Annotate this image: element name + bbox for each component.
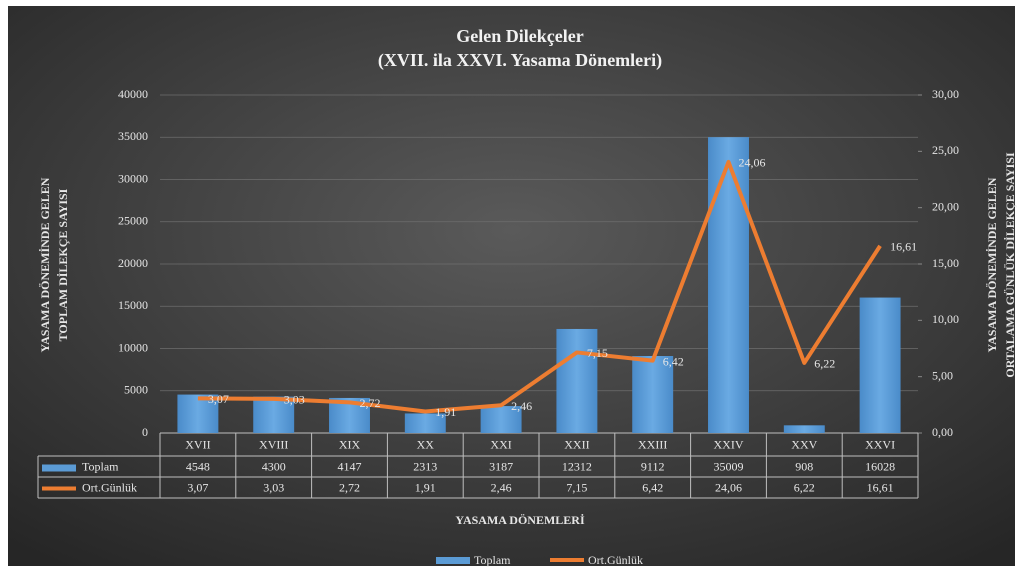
bar [404, 413, 446, 433]
line [197, 159, 882, 414]
y2-tick-label: 10,00 [932, 312, 959, 326]
data-label: 3,07 [208, 392, 229, 406]
table-cell: 2,46 [491, 480, 512, 494]
x-tick-label: XVII [185, 437, 210, 451]
bar [177, 394, 219, 433]
table-cell: 16028 [865, 459, 895, 473]
y-tick-label: 15000 [118, 298, 148, 312]
x-tick-label: XIX [339, 437, 361, 451]
table-cell: 16,61 [867, 480, 894, 494]
table-cell: 3187 [489, 459, 513, 473]
table-cell: 4300 [262, 459, 286, 473]
x-tick-label: XXI [490, 437, 511, 451]
chart-subtitle: (XVII. ila XXVI. Yasama Dönemleri) [378, 50, 662, 71]
bar [708, 137, 749, 433]
data-label: 6,22 [814, 357, 835, 371]
table-legend-key [42, 464, 76, 472]
table-cell: 908 [795, 459, 813, 473]
x-axis-title: YASAMA DÖNEMLERİ [455, 513, 585, 527]
legend-key [436, 557, 470, 564]
bar [480, 406, 522, 433]
data-label: 2,46 [511, 399, 532, 413]
bar [253, 396, 295, 433]
y-tick-label: 0 [142, 425, 148, 439]
y-tick-label: 40000 [118, 87, 148, 101]
y2-tick-label: 0,00 [932, 425, 953, 439]
x-tick-label: XVIII [259, 437, 288, 451]
y-tick-label: 10000 [118, 340, 148, 354]
y-tick-label: 25000 [118, 214, 148, 228]
y2-axis-title: ORTALAMA GÜNLÜK DİLEKÇE SAYISI [1003, 152, 1017, 378]
y-axis-title: YASAMA DÖNEMİNDE GELEN [38, 177, 52, 352]
table-row-header: Ort.Günlük [82, 480, 137, 494]
legend-label: Ort.Günlük [588, 553, 643, 567]
data-label: 6,42 [663, 354, 684, 368]
table-cell: 1,91 [415, 480, 436, 494]
table-cell: 2313 [413, 459, 437, 473]
chart-title: Gelen Dilekçeler [456, 26, 583, 46]
data-label: 24,06 [739, 156, 766, 170]
table-cell: 6,42 [642, 480, 663, 494]
y2-tick-label: 5,00 [932, 368, 953, 382]
y-axis-title: TOPLAM DİLEKÇE SAYISI [56, 188, 70, 341]
data-label: 7,15 [587, 346, 608, 360]
x-tick-label: XXIII [638, 437, 667, 451]
x-tick-label: XXII [564, 437, 589, 451]
table-cell: 24,06 [715, 480, 742, 494]
y2-tick-label: 30,00 [932, 87, 959, 101]
bar [632, 356, 674, 433]
table-row-header: Toplam [82, 459, 119, 473]
y-tick-label: 5000 [124, 383, 148, 397]
y2-axis-title: YASAMA DÖNEMİNDE GELEN [985, 177, 999, 352]
x-tick-label: XXV [791, 437, 817, 451]
y-tick-label: 20000 [118, 256, 148, 270]
table-cell: 6,22 [794, 480, 815, 494]
table-cell: 35009 [714, 459, 744, 473]
data-label: 16,61 [890, 240, 917, 254]
table-cell: 2,72 [339, 480, 360, 494]
table-cell: 3,03 [263, 480, 284, 494]
bar [859, 297, 901, 433]
table-cell: 12312 [562, 459, 592, 473]
y-tick-label: 30000 [118, 171, 148, 185]
table-cell: 4548 [186, 459, 210, 473]
data-label: 2,72 [360, 396, 381, 410]
data-label: 3,03 [284, 393, 305, 407]
table-cell: 9112 [641, 459, 665, 473]
x-tick-label: XX [417, 437, 435, 451]
table-cell: 4147 [338, 459, 362, 473]
y2-tick-label: 20,00 [932, 199, 959, 213]
legend-label: Toplam [474, 553, 511, 567]
y2-tick-label: 15,00 [932, 256, 959, 270]
y2-tick-label: 25,00 [932, 143, 959, 157]
table-cell: 3,07 [187, 480, 208, 494]
table-cell: 7,15 [566, 480, 587, 494]
bar [783, 425, 825, 433]
data-label: 1,91 [435, 405, 456, 419]
bar [556, 328, 598, 433]
background [8, 6, 1015, 566]
x-tick-label: XXVI [865, 437, 895, 451]
x-tick-label: XXIV [714, 437, 744, 451]
y-tick-label: 35000 [118, 129, 148, 143]
